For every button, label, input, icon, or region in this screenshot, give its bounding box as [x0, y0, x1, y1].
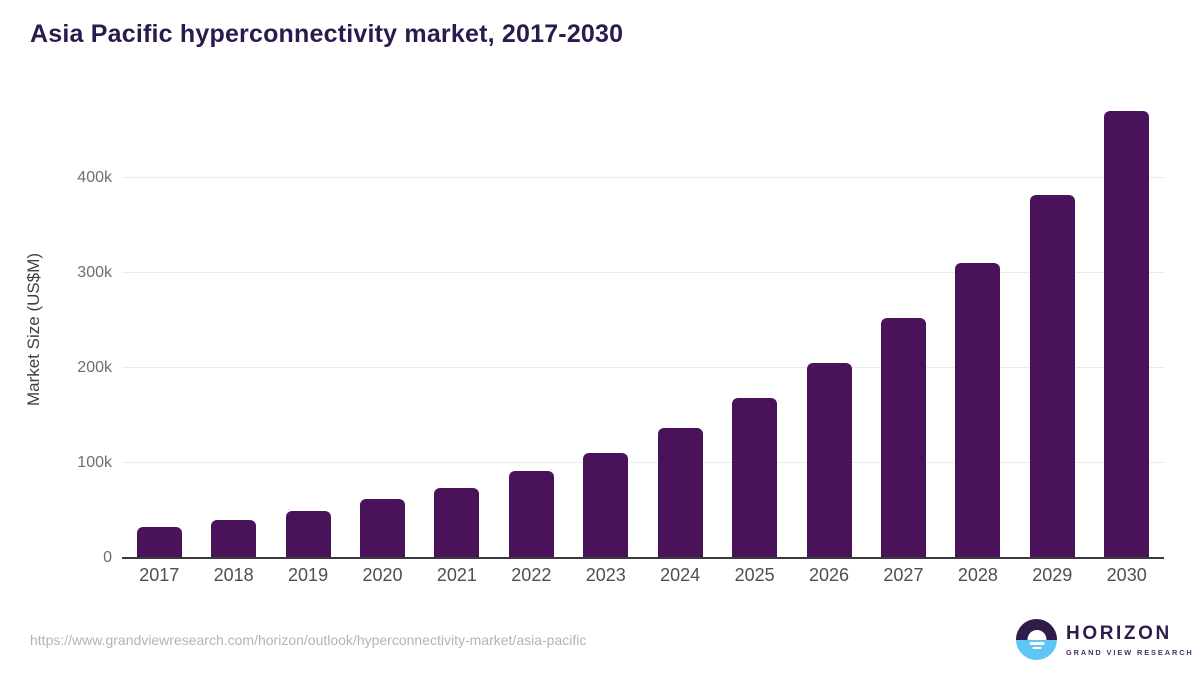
- x-axis-line: [122, 557, 1164, 559]
- brand-logo: HORIZON GRAND VIEW RESEARCH: [1016, 619, 1194, 660]
- y-tick-label-100k: 100k: [77, 453, 112, 471]
- x-tick-label-2026: 2026: [808, 565, 850, 585]
- bar-2018: [211, 520, 257, 558]
- y-tick-label-0: 0: [103, 549, 112, 566]
- horizon-sunset-icon: [1016, 619, 1057, 660]
- x-tick-label-2028: 2028: [957, 565, 998, 585]
- bar-series: [122, 100, 1164, 558]
- bar-slot-2024: [643, 100, 717, 558]
- brand-name: HORIZON: [1066, 622, 1172, 644]
- y-tick-label-300k: 300k: [77, 263, 112, 281]
- bar-slot-2018: [196, 100, 270, 558]
- logo-ripple: [1032, 647, 1041, 650]
- bar-2024: [657, 427, 703, 558]
- x-tick-label-2018: 2018: [213, 565, 254, 585]
- bar-slot-2025: [717, 100, 791, 558]
- x-tick-label-2017: 2017: [139, 565, 180, 585]
- bar-slot-2026: [792, 100, 866, 558]
- chart-title: Asia Pacific hyperconnectivity market, 2…: [30, 20, 624, 48]
- x-tick-label-2021: 2021: [436, 565, 477, 585]
- bar-slot-2021: [420, 100, 494, 558]
- bar-slot-2028: [941, 100, 1015, 558]
- bar-2028: [955, 262, 1001, 558]
- bar-slot-2019: [271, 100, 345, 558]
- logo-sky-half: [1016, 619, 1057, 640]
- y-tick-label-200k: 200k: [77, 358, 112, 376]
- bar-slot-2022: [494, 100, 568, 558]
- x-tick-label-2027: 2027: [883, 565, 924, 585]
- x-axis-tick-labels: 2017 2018 2019 2020 2021 2022 2023 2024 2025 2026…: [122, 565, 1164, 586]
- bar-slot-2020: [345, 100, 419, 558]
- gridline-300k: [122, 271, 1164, 273]
- bar-2017: [136, 526, 182, 558]
- bar-slot-2029: [1015, 100, 1089, 558]
- x-tick-label-2022: 2022: [511, 565, 552, 585]
- source-url: https://www.grandviewresearch.com/horizo…: [30, 632, 587, 648]
- logo-sea-half: [1016, 639, 1057, 660]
- x-tick-label-2029: 2029: [1032, 565, 1073, 585]
- x-tick-label-2025: 2025: [734, 565, 775, 585]
- bar-2025: [732, 398, 778, 558]
- logo-sun-shape: [1027, 629, 1046, 640]
- plot-area: [122, 100, 1164, 559]
- bar-slot-2023: [569, 100, 643, 558]
- bar-2022: [508, 470, 554, 558]
- x-tick-label-2023: 2023: [585, 565, 626, 585]
- logo-text: HORIZON GRAND VIEW RESEARCH: [1066, 623, 1194, 657]
- bar-2029: [1029, 195, 1075, 558]
- brand-subtitle: GRAND VIEW RESEARCH: [1066, 647, 1194, 657]
- x-tick-label-2030: 2030: [1106, 565, 1147, 585]
- bar-2023: [583, 452, 629, 558]
- bar-slot-2027: [866, 100, 940, 558]
- x-tick-label-2020: 2020: [362, 565, 403, 585]
- x-tick-label-2019: 2019: [288, 565, 329, 585]
- y-tick-label-400k: 400k: [77, 168, 112, 186]
- bar-2027: [880, 317, 926, 558]
- gridline-100k: [122, 461, 1164, 463]
- bar-2026: [806, 363, 852, 558]
- gridline-200k: [122, 366, 1164, 368]
- bar-2021: [434, 487, 480, 558]
- logo-ripple: [1029, 642, 1044, 645]
- bar-slot-2030: [1089, 100, 1163, 558]
- bar-slot-2017: [122, 100, 196, 558]
- bar-2019: [285, 510, 331, 558]
- x-tick-label-2024: 2024: [660, 565, 701, 585]
- gridline-400k: [122, 176, 1164, 178]
- bar-2030: [1104, 111, 1150, 558]
- y-axis-tick-labels: 0 100k 200k 300k 400k: [28, 100, 112, 566]
- bar-2020: [359, 499, 405, 558]
